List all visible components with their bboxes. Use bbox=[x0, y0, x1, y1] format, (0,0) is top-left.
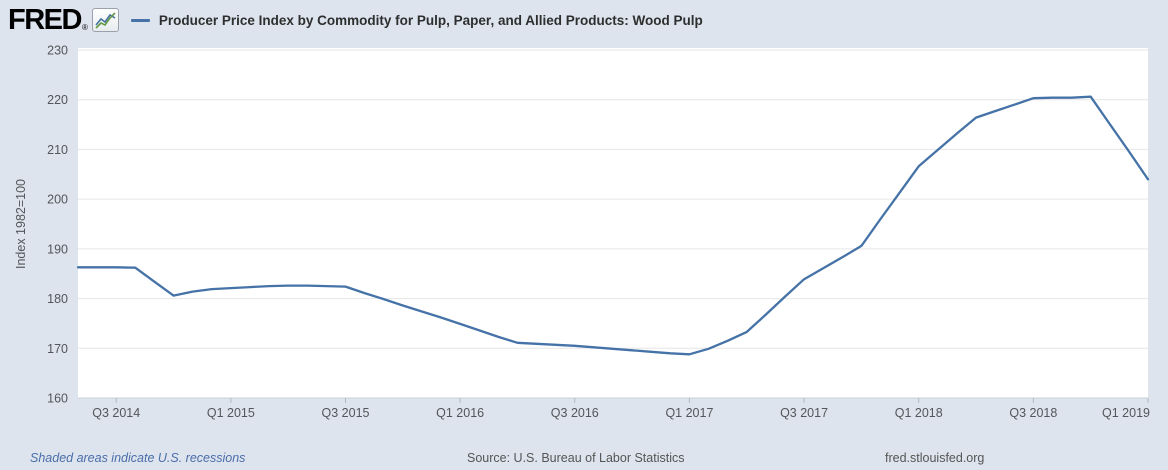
source-text: Source: U.S. Bureau of Labor Statistics bbox=[467, 451, 685, 465]
x-tick-label: Q1 2015 bbox=[207, 406, 255, 420]
fred-chart-logo-icon bbox=[91, 8, 119, 32]
fred-logo: FRED bbox=[8, 4, 82, 36]
y-tick-label: 210 bbox=[47, 143, 68, 157]
x-tick-label: Q3 2015 bbox=[322, 406, 370, 420]
chart-header: FRED ® Producer Price Index by Commodity… bbox=[8, 5, 703, 35]
y-tick-label: 160 bbox=[47, 392, 68, 406]
y-tick-label: 230 bbox=[47, 44, 68, 58]
ppi-wood-pulp-series-line bbox=[76, 95, 1150, 356]
x-tick-label: Q1 2016 bbox=[436, 406, 484, 420]
x-tick-label: Q3 2017 bbox=[780, 406, 828, 420]
x-tick-label: Q3 2016 bbox=[551, 406, 599, 420]
series-title: Producer Price Index by Commodity for Pu… bbox=[158, 12, 703, 28]
recessions-note-link[interactable]: Shaded areas indicate U.S. recessions bbox=[30, 451, 246, 465]
fred-site-link[interactable]: fred.stlouisfed.org bbox=[885, 451, 985, 465]
plot-area bbox=[78, 48, 1148, 398]
y-tick-label: 190 bbox=[47, 242, 68, 256]
x-tick-label: Q1 2019 bbox=[1102, 406, 1150, 420]
x-tick-label: Q1 2017 bbox=[665, 406, 713, 420]
registered-trademark: ® bbox=[81, 23, 88, 32]
x-tick-label: Q3 2014 bbox=[92, 406, 140, 420]
y-tick-label: 170 bbox=[47, 342, 68, 356]
x-tick-label: Q1 2018 bbox=[895, 406, 943, 420]
y-tick-label: 220 bbox=[47, 93, 68, 107]
y-tick-label: 180 bbox=[47, 292, 68, 306]
y-tick-label: 200 bbox=[47, 193, 68, 207]
y-axis-title: Index 1982=100 bbox=[14, 179, 28, 270]
series-legend-dash bbox=[130, 18, 150, 22]
x-tick-label: Q3 2018 bbox=[1009, 406, 1057, 420]
